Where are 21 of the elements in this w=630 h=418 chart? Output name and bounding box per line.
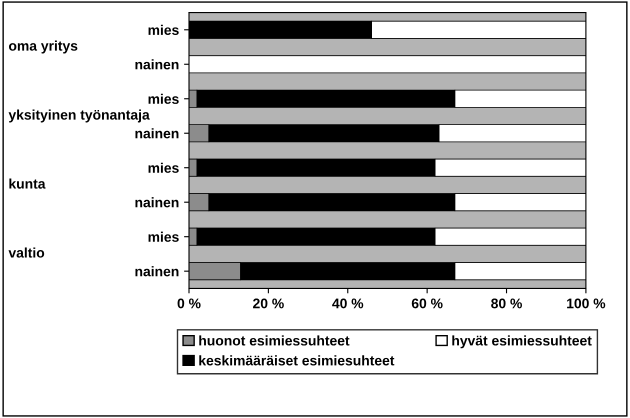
x-tick-label: 60 % [412, 298, 443, 308]
x-tick-label: 0 % [178, 298, 201, 308]
text: kunta [9, 178, 46, 189]
y-tick-label: nainen [135, 128, 178, 138]
x-tick-label: 20 % [253, 298, 284, 308]
y-tick-label: mies [148, 162, 179, 173]
text: oma yritys [8, 40, 78, 54]
legend-label: hyvät esimiessuhteet [452, 335, 592, 348]
y-tick-label: mies [148, 94, 179, 104]
x-tick-label: 40 % [332, 298, 364, 308]
y-tick-label: mies [148, 24, 179, 35]
y-tick-label: mies [148, 232, 179, 242]
legend-label: huonot esimiessuhteet [199, 335, 350, 346]
y-tick-label: nainen [135, 197, 178, 208]
text: valtio [8, 247, 44, 258]
y-tick-label: nainen [135, 266, 178, 276]
legend-label: keskimääräiset esimiesuhteet [199, 355, 394, 366]
text: yksityinen työnantaja [8, 110, 150, 122]
y-tick-label: nainen [135, 59, 178, 70]
x-tick-label: 100 % [567, 298, 606, 308]
x-tick-label: 80 % [491, 298, 522, 308]
